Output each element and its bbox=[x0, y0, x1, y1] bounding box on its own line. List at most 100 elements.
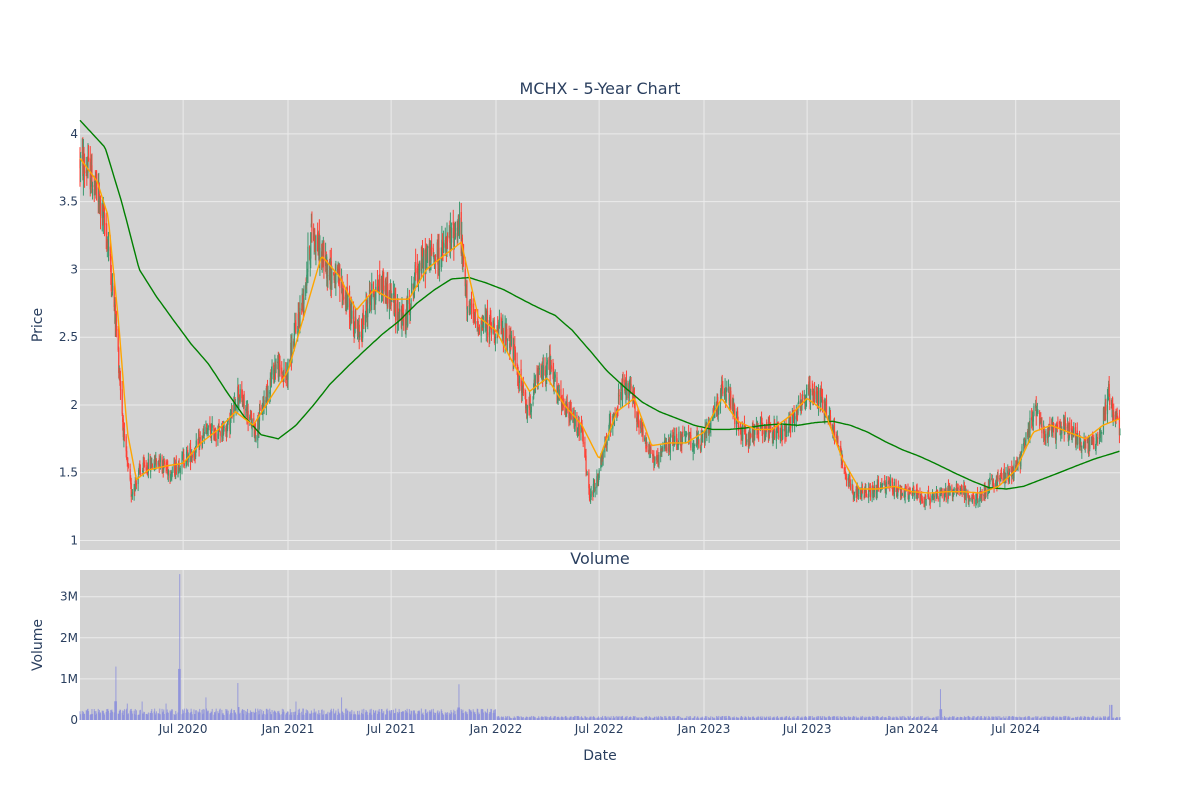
volume-bar bbox=[490, 709, 492, 720]
volume-bar bbox=[833, 716, 835, 720]
candle-body bbox=[594, 486, 596, 492]
candle-body bbox=[315, 235, 317, 251]
volume-bar bbox=[493, 709, 495, 720]
volume-bar bbox=[641, 717, 643, 720]
volume-bar bbox=[548, 717, 550, 720]
volume-bar bbox=[953, 716, 955, 720]
volume-bar bbox=[841, 717, 843, 720]
volume-bar bbox=[814, 717, 816, 720]
candle-body bbox=[945, 490, 947, 500]
volume-bar bbox=[1001, 717, 1003, 720]
candle-body bbox=[969, 498, 971, 500]
volume-bar bbox=[175, 713, 177, 720]
candle-body bbox=[1043, 428, 1045, 437]
candle-body bbox=[1074, 427, 1077, 445]
candle-body bbox=[147, 472, 149, 474]
volume-bar bbox=[936, 716, 938, 720]
volume-plot-background bbox=[80, 570, 1120, 720]
candle-body bbox=[119, 380, 122, 391]
volume-bar bbox=[680, 717, 682, 720]
candle-body bbox=[362, 313, 364, 339]
candle-body bbox=[494, 336, 497, 340]
candle-body bbox=[376, 283, 379, 292]
volume-bar bbox=[413, 711, 415, 720]
volume-bar bbox=[872, 715, 874, 720]
volume-bar bbox=[387, 711, 389, 720]
volume-bar bbox=[350, 711, 352, 720]
volume-bar bbox=[766, 716, 768, 720]
volume-bar bbox=[1075, 716, 1077, 720]
candle-body bbox=[522, 384, 524, 394]
volume-bar bbox=[1068, 718, 1070, 720]
candle-body bbox=[301, 309, 303, 310]
candle-body bbox=[960, 486, 962, 489]
candle-body bbox=[470, 299, 473, 308]
volume-bar bbox=[999, 717, 1001, 720]
volume-bar bbox=[251, 711, 253, 720]
candle-body bbox=[701, 436, 703, 441]
volume-bar bbox=[181, 714, 183, 720]
candle-body bbox=[945, 488, 947, 493]
volume-bar bbox=[145, 714, 147, 720]
volume-bar bbox=[744, 716, 746, 720]
candle-body bbox=[997, 475, 999, 479]
candle-body bbox=[604, 444, 606, 453]
volume-bar bbox=[947, 717, 949, 720]
volume-bar bbox=[949, 717, 951, 720]
candle-body bbox=[421, 248, 424, 255]
volume-bar bbox=[113, 712, 115, 720]
candle-body bbox=[1097, 438, 1099, 439]
volume-bar bbox=[633, 716, 635, 720]
volume-bar bbox=[680, 716, 682, 720]
volume-bar bbox=[1096, 718, 1098, 720]
candle-body bbox=[241, 394, 244, 405]
candle-body bbox=[801, 399, 803, 404]
volume-bar bbox=[322, 714, 324, 720]
candle-body bbox=[218, 426, 220, 428]
volume-bar bbox=[97, 708, 99, 720]
candle-body bbox=[87, 157, 90, 160]
volume-bar bbox=[860, 716, 862, 720]
volume-bar bbox=[166, 709, 168, 720]
candle-body bbox=[1119, 433, 1121, 435]
volume-bar bbox=[911, 718, 913, 720]
candle-body bbox=[572, 414, 574, 423]
candle-body bbox=[608, 433, 610, 441]
candle-body bbox=[927, 490, 930, 498]
volume-bar bbox=[289, 709, 291, 720]
candle-body bbox=[660, 448, 662, 457]
volume-bar bbox=[947, 717, 949, 720]
volume-bar bbox=[99, 713, 101, 720]
candle-body bbox=[139, 463, 141, 470]
candle-body bbox=[1047, 431, 1049, 439]
volume-bar bbox=[269, 711, 271, 720]
candle-body bbox=[142, 462, 144, 473]
volume-bar bbox=[123, 709, 125, 720]
volume-bar bbox=[892, 717, 894, 720]
volume-bar bbox=[1005, 716, 1007, 720]
candle-body bbox=[959, 489, 961, 490]
candle-body bbox=[134, 481, 136, 491]
candle-body bbox=[903, 494, 905, 498]
volume-bar bbox=[405, 713, 407, 720]
volume-bar bbox=[310, 713, 312, 720]
volume-bar bbox=[678, 715, 680, 720]
volume-bar bbox=[688, 718, 690, 720]
volume-bar bbox=[400, 711, 402, 720]
volume-bar bbox=[669, 716, 671, 720]
volume-bar bbox=[1112, 717, 1114, 720]
candle-body bbox=[795, 413, 797, 420]
candle-body bbox=[626, 383, 628, 399]
candle-body bbox=[709, 425, 711, 429]
volume-y-tick-label: 0 bbox=[70, 713, 78, 727]
candle-body bbox=[937, 493, 939, 497]
volume-bar bbox=[1039, 718, 1041, 720]
volume-bar bbox=[186, 710, 188, 720]
candle-body bbox=[931, 495, 933, 502]
volume-bar bbox=[964, 717, 966, 720]
volume-bar bbox=[469, 709, 471, 720]
candle-body bbox=[141, 473, 143, 475]
volume-bar bbox=[779, 716, 781, 720]
candle-body bbox=[275, 364, 277, 369]
volume-bar bbox=[433, 715, 435, 720]
